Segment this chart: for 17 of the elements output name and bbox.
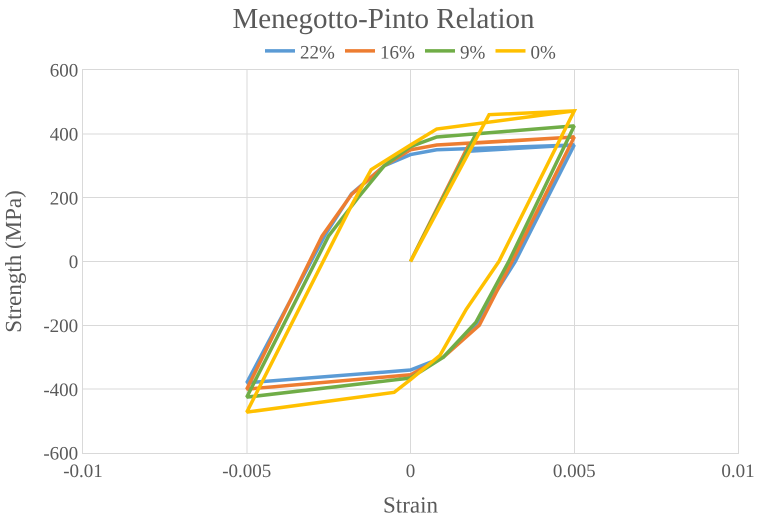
- y-tick-label: 400: [50, 124, 78, 146]
- chart-title: Menegotto-Pinto Relation: [232, 3, 536, 36]
- x-tick-label: 0.01: [721, 460, 755, 482]
- legend-label: 9%: [460, 42, 486, 64]
- y-tick-label: 600: [50, 60, 78, 82]
- y-axis-title: Strength (MPa): [0, 190, 26, 333]
- x-tick-label: -0.005: [222, 460, 272, 482]
- x-axis-title: Strain: [383, 492, 438, 518]
- y-tick-label: -400: [43, 380, 78, 401]
- y-tick-label: 200: [50, 188, 78, 210]
- legend-label: 16%: [380, 42, 415, 64]
- x-tick-label: 0.005: [552, 460, 596, 482]
- y-tick-label: -200: [43, 316, 78, 337]
- x-tick-label: 0: [406, 460, 416, 482]
- legend-label: 22%: [300, 42, 335, 64]
- legend-label: 0%: [530, 42, 556, 64]
- y-tick-label: 0: [68, 252, 78, 274]
